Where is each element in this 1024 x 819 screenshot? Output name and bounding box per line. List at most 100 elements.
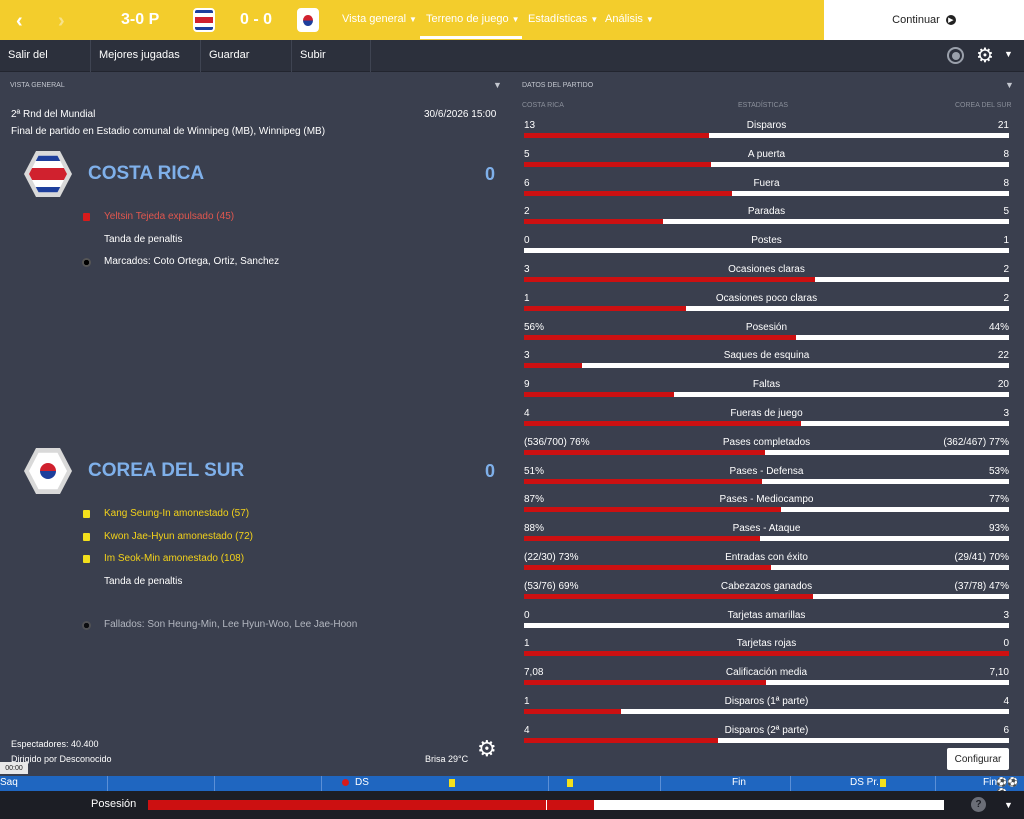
- menu-vista-general[interactable]: Vista general ▼: [342, 13, 417, 25]
- stat-bar: [524, 363, 1009, 369]
- timeline-tick: [321, 776, 322, 791]
- upload-highlights-button[interactable]: Subir jugadas: [292, 40, 371, 92]
- overview-panel: [0, 74, 512, 774]
- chevron-down-icon[interactable]: ▼: [1004, 800, 1013, 810]
- stat-home-value: 4: [524, 724, 530, 736]
- chevron-down-icon[interactable]: ▼: [493, 80, 502, 90]
- match-datetime: 30/6/2026 15:00: [424, 109, 497, 120]
- yellow-card-marker-icon[interactable]: [567, 779, 573, 787]
- configure-button[interactable]: Configurar: [947, 748, 1009, 770]
- weather: Brisa 29°C: [425, 754, 469, 764]
- stat-row: 1 Disparos (1ª parte) 4: [524, 692, 1009, 721]
- stat-bar: [524, 565, 1009, 570]
- stat-label: Pases completados: [722, 436, 811, 448]
- arrow-right-icon: ▶: [945, 15, 956, 25]
- home-team-name[interactable]: COSTA RICA: [88, 163, 205, 184]
- forward-arrow-icon[interactable]: ›: [58, 10, 65, 32]
- stat-label: Pases - Ataque: [732, 523, 801, 535]
- stat-label: Ocasiones poco claras: [715, 292, 818, 304]
- stat-row: 6 Fuera 8: [524, 174, 1009, 203]
- stat-label: A puerta: [747, 148, 786, 160]
- stat-label: Postes: [751, 235, 782, 247]
- chevron-down-icon[interactable]: ▼: [1005, 80, 1014, 90]
- stat-label: Tarjetas amarillas: [727, 609, 806, 621]
- stat-home-value: 3: [524, 264, 530, 275]
- stat-bar-fill: [524, 363, 583, 369]
- stat-away-value: (362/467) 77%: [943, 436, 1009, 448]
- help-icon[interactable]: ?: [971, 797, 986, 812]
- stat-bar-fill: [524, 565, 772, 570]
- stat-label: Saques de esquina: [723, 350, 810, 362]
- stat-row: 3 Saques de esquina 22: [524, 346, 1009, 375]
- match-timeline[interactable]: Saq DS Fin DS Pr. Fin ⚽⚽⚽: [0, 776, 1024, 798]
- stat-label: Ocasiones claras: [728, 264, 805, 275]
- stat-away-value: (29/41) 70%: [954, 552, 1009, 563]
- stats-col-away: COREA DEL SUR: [955, 102, 1012, 109]
- record-icon[interactable]: [947, 47, 964, 64]
- stat-bar-fill: [524, 161, 711, 167]
- stat-home-value: 87%: [524, 494, 545, 506]
- stat-label: Disparos (2ª parte): [724, 724, 809, 736]
- stat-bar: [524, 133, 1009, 138]
- stat-bar: [524, 651, 1009, 657]
- menu-terreno-de-juego[interactable]: Terreno de juego ▼: [426, 13, 520, 25]
- stat-away-value: 21: [997, 120, 1009, 131]
- stat-label: Entradas con éxito: [725, 552, 808, 563]
- away-team-name[interactable]: COREA DEL SUR: [88, 460, 245, 481]
- stat-label: Pases - Defensa: [729, 465, 804, 477]
- stat-away-value: 7,10: [989, 667, 1009, 679]
- stat-away-value: 93%: [988, 523, 1009, 535]
- stat-away-value: 8: [1003, 148, 1009, 160]
- stat-away-value: 5: [1003, 206, 1009, 218]
- stat-home-value: 3: [524, 350, 530, 362]
- highlights-button[interactable]: Mejores jugadas ▼: [91, 40, 201, 91]
- menu-estadisticas[interactable]: Estadísticas ▼: [528, 13, 599, 25]
- stat-row: 2 Paradas 5: [524, 202, 1009, 231]
- stat-row: 56% Posesión 44%: [524, 318, 1009, 347]
- stat-bar: [524, 277, 1009, 282]
- stat-label: Tarjetas rojas: [736, 638, 797, 650]
- timeline-tick: [107, 776, 108, 791]
- yellow-card-marker-icon[interactable]: [880, 779, 886, 787]
- competition-round: 2ª Rnd del Mundial: [11, 109, 96, 120]
- stat-bar-fill: [524, 334, 796, 340]
- stat-away-value: 3: [1003, 408, 1009, 419]
- stat-bar: [524, 536, 1009, 542]
- stat-row: 9 Faltas 20: [524, 375, 1009, 404]
- stat-label: Cabezazos ganados: [720, 580, 813, 592]
- stat-away-value: 1: [1003, 235, 1009, 247]
- stat-bar: [524, 305, 1009, 311]
- exit-match-button[interactable]: Salir del partido: [0, 40, 91, 92]
- stat-away-value: 2: [1003, 264, 1009, 275]
- menu-analisis[interactable]: Análisis ▼: [605, 13, 654, 25]
- timeline-tick: [935, 776, 936, 791]
- stat-home-value: 0: [524, 609, 530, 621]
- stat-row: 5 A puerta 8: [524, 145, 1009, 174]
- stat-away-value: 8: [1003, 177, 1009, 189]
- stat-bar: [524, 449, 1009, 455]
- continue-label: Continuar: [892, 14, 940, 26]
- stat-label: Fueras de juego: [730, 408, 803, 419]
- stat-home-value: 56%: [524, 321, 545, 333]
- possession-midpoint: [546, 800, 547, 810]
- save-match-button[interactable]: Guardar partido: [201, 40, 292, 92]
- chevron-down-icon[interactable]: ▼: [1004, 49, 1013, 59]
- stat-bar: [524, 593, 1009, 599]
- red-card-marker-icon[interactable]: [342, 779, 349, 786]
- timeline-end: Fin: [983, 777, 997, 788]
- timeline-tick: [214, 776, 215, 791]
- continue-button[interactable]: Continuar ▶: [824, 0, 1024, 40]
- red-card-icon: [83, 213, 90, 221]
- gear-icon[interactable]: ⚙: [976, 45, 994, 67]
- stat-away-value: 22: [997, 350, 1009, 362]
- stat-home-value: 51%: [524, 465, 545, 477]
- stat-away-value: 4: [1003, 696, 1009, 707]
- stat-bar-fill: [524, 277, 815, 282]
- timeline-tick: [548, 776, 549, 791]
- yellow-card-marker-icon[interactable]: [449, 779, 455, 787]
- stat-row: 1 Ocasiones poco claras 2: [524, 289, 1009, 318]
- away-missed: Fallados: Son Heung-Min, Lee Hyun-Woo, L…: [104, 619, 358, 630]
- back-arrow-icon[interactable]: ‹: [16, 10, 23, 32]
- home-team-score: 0: [485, 164, 496, 184]
- stat-bar-fill: [524, 680, 766, 686]
